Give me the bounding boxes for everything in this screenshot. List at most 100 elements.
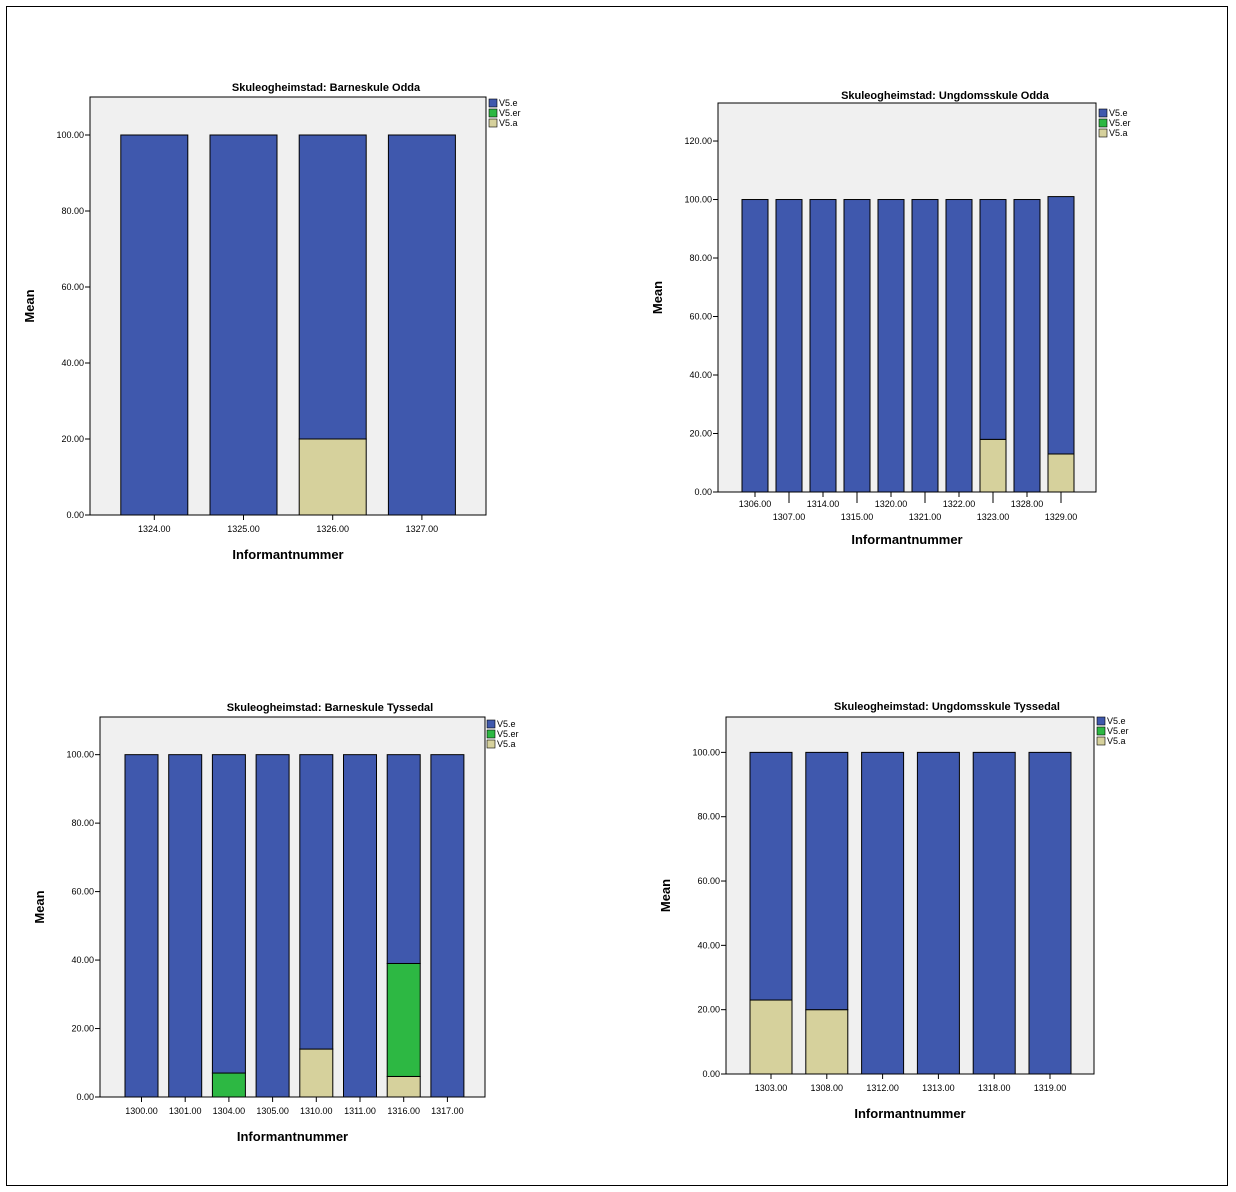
x-tick-label: 1319.00: [1034, 1083, 1067, 1093]
y-tick-label: 120.00: [684, 136, 712, 146]
legend-swatch: [486, 739, 496, 749]
x-tick-label: 1316.00: [387, 1106, 420, 1116]
y-axis-label: Mean: [658, 879, 673, 912]
legend-label: V5.a: [497, 739, 516, 749]
bar-v5-e: [1047, 196, 1075, 455]
y-tick-label: 0.00: [76, 1092, 94, 1102]
bar-v5-e: [741, 199, 769, 493]
y-tick-label: 20.00: [61, 434, 84, 444]
legend-swatch: [1096, 736, 1106, 746]
bar-v5-e: [124, 754, 159, 1098]
chart-4: Skuleogheimstad: Ungdomsskule Tyssedal 0.…: [658, 701, 1129, 1121]
legend-swatch: [1096, 726, 1106, 736]
bar-v5-e: [168, 754, 203, 1098]
bar-v5-e: [805, 751, 849, 1011]
legend-swatch: [1098, 108, 1108, 118]
bar-v5-er: [211, 1072, 246, 1098]
y-tick-label: 100.00: [692, 747, 720, 757]
x-tick-label: 1304.00: [213, 1106, 246, 1116]
y-tick-label: 60.00: [689, 312, 712, 322]
legend-swatch: [488, 108, 498, 118]
bar-v5-e: [809, 199, 837, 493]
x-tick-label: 1308.00: [811, 1083, 844, 1093]
x-tick-label: 1325.00: [227, 524, 260, 534]
y-tick-label: 40.00: [689, 370, 712, 380]
y-tick-label: 100.00: [684, 195, 712, 205]
bar-v5-a: [1047, 453, 1075, 493]
bar-v5-a: [298, 438, 367, 516]
chart-2: Skuleogheimstad: Ungdomsskule Odda 0.00 20…: [650, 90, 1131, 547]
bar-v5-e: [843, 199, 871, 493]
x-tick-label: 1327.00: [406, 524, 439, 534]
bar-v5-e: [298, 134, 367, 440]
x-tick-label: 1315.00: [841, 512, 874, 522]
y-axis-label: Mean: [650, 281, 665, 314]
legend-swatch: [488, 118, 498, 128]
bar-v5-e: [299, 754, 334, 1050]
y-tick-label: 80.00: [697, 812, 720, 822]
bar-v5-e: [979, 199, 1007, 440]
bar-v5-e: [1013, 199, 1041, 493]
plot-area: [99, 716, 486, 1098]
bar-v5-e: [775, 199, 803, 493]
x-tick-label: 1322.00: [943, 499, 976, 509]
legend-label: V5.e: [497, 719, 516, 729]
legend-swatch: [1098, 118, 1108, 128]
bar-v5-e: [916, 751, 960, 1075]
chart-title: Skuleogheimstad: Ungdomsskule Tyssedal: [834, 701, 1060, 713]
x-tick-label: 1305.00: [256, 1106, 289, 1116]
x-tick-label: 1303.00: [755, 1083, 788, 1093]
legend-label: V5.er: [499, 108, 521, 118]
legend-swatch: [486, 729, 496, 739]
legend-swatch: [1098, 128, 1108, 138]
bar-v5-e: [1028, 751, 1072, 1075]
x-axis-label: Informantnummer: [854, 1106, 965, 1121]
bar-v5-e: [255, 754, 290, 1098]
chart-1: Skuleogheimstad: Barneskule Odda 0.00 20.0…: [22, 82, 521, 562]
legend-label: V5.a: [1107, 736, 1126, 746]
x-tick-label: 1323.00: [977, 512, 1010, 522]
x-tick-label: 1314.00: [807, 499, 840, 509]
legend-label: V5.er: [1107, 726, 1129, 736]
bar-v5-e: [972, 751, 1016, 1075]
x-tick-label: 1313.00: [922, 1083, 955, 1093]
legend-swatch: [1096, 716, 1106, 726]
x-tick-label: 1307.00: [773, 512, 806, 522]
bar-v5-e: [386, 754, 421, 964]
y-tick-label: 40.00: [697, 940, 720, 950]
bar-v5-a: [805, 1009, 849, 1075]
x-tick-label: 1306.00: [739, 499, 772, 509]
figure-frame: [6, 6, 1228, 1186]
legend-swatch: [488, 98, 498, 108]
bar-v5-e: [861, 751, 905, 1075]
x-tick-label: 1311.00: [344, 1106, 376, 1116]
legend-label: V5.a: [1109, 128, 1128, 138]
y-tick-label: 20.00: [71, 1024, 94, 1034]
x-tick-label: 1312.00: [866, 1083, 899, 1093]
x-axis-label: Informantnummer: [232, 547, 343, 562]
chart-3: Skuleogheimstad: Barneskule Tyssedal 0.00…: [32, 702, 519, 1144]
y-tick-label: 100.00: [66, 750, 94, 760]
bar-v5-a: [386, 1075, 421, 1098]
x-tick-label: 1329.00: [1045, 512, 1078, 522]
y-tick-label: 80.00: [71, 818, 94, 828]
bar-v5-e: [120, 134, 189, 516]
y-tick-label: 80.00: [689, 253, 712, 263]
legend-label: V5.a: [499, 118, 518, 128]
x-tick-label: 1326.00: [316, 524, 349, 534]
y-tick-label: 80.00: [61, 206, 84, 216]
chart-title: Skuleogheimstad: Barneskule Tyssedal: [227, 702, 433, 714]
x-tick-label: 1310.00: [300, 1106, 333, 1116]
chart-title: Skuleogheimstad: Ungdomsskule Odda: [841, 90, 1050, 102]
y-axis-label: Mean: [22, 289, 37, 322]
x-tick-label: 1321.00: [909, 512, 942, 522]
y-tick-label: 0.00: [66, 510, 84, 520]
legend-label: V5.e: [499, 98, 518, 108]
y-tick-label: 60.00: [697, 876, 720, 886]
legend-label: V5.e: [1109, 108, 1128, 118]
y-tick-label: 40.00: [71, 955, 94, 965]
y-axis-label: Mean: [32, 890, 47, 923]
legend-swatch: [486, 719, 496, 729]
y-tick-label: 100.00: [56, 130, 84, 140]
